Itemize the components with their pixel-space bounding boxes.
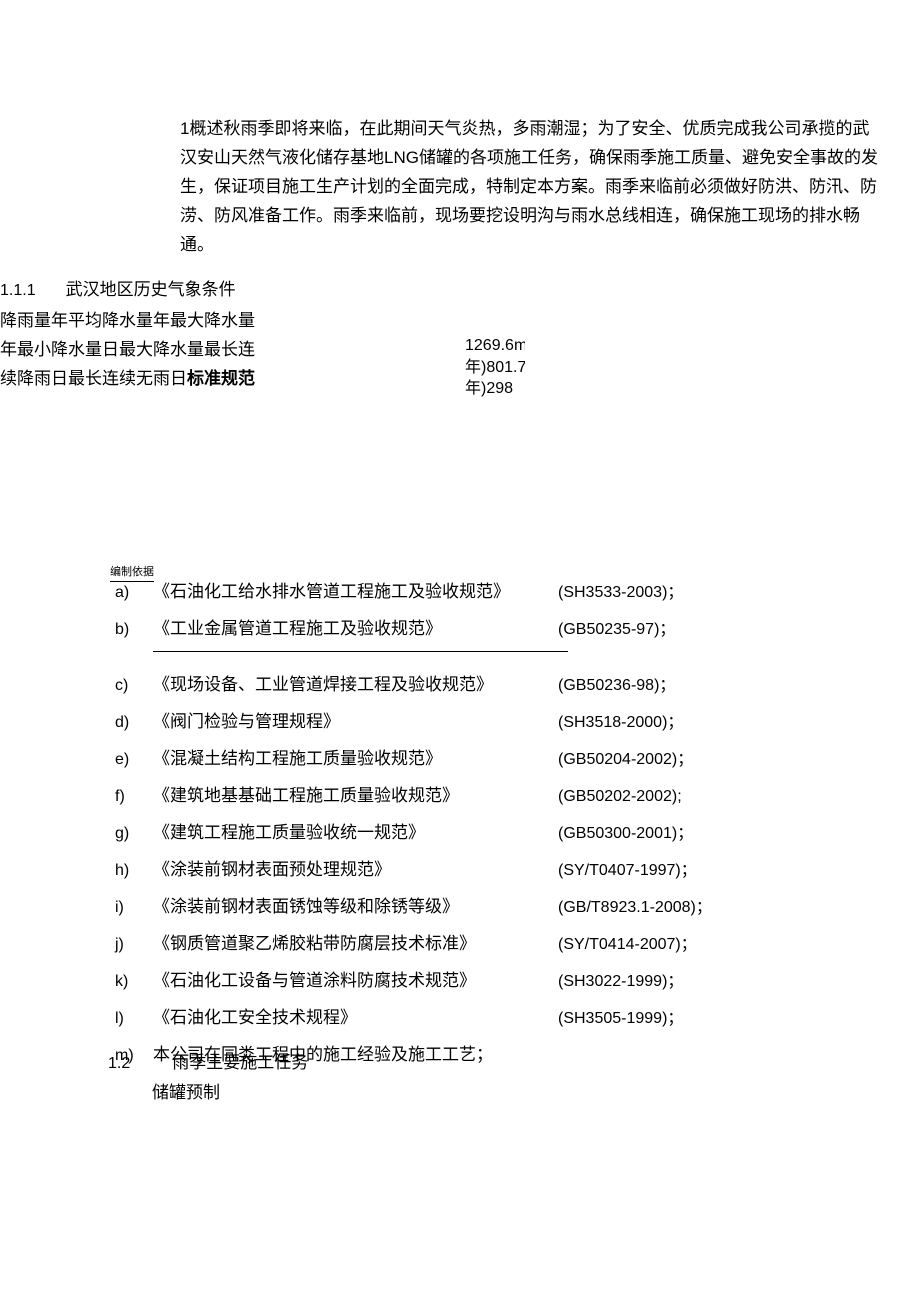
std-name: 《石油化工给水排水管道工程施工及验收规范》: [153, 577, 558, 602]
section-title: 雨季主要施工任务: [172, 1048, 308, 1073]
rainfall-text-block: 降雨量年平均降水量年最大降水量 年最小降水量日最大降水量最长连 续降雨日最长连续…: [0, 307, 300, 394]
std-code: (GB50202-2002);: [558, 788, 682, 806]
rainfall-line-3-prefix: 续降雨日最长连续无雨日: [0, 369, 187, 388]
standard-row: g) 《建筑工程施工质量验收统一规范》 (GB50300-2001)；: [115, 818, 815, 843]
std-name: 《阀门检验与管理规程》: [153, 707, 558, 732]
standard-row: c) 《现场设备、工业管道焊接工程及验收规范》 (GB50236-98)；: [115, 670, 815, 695]
section-number: 1.1.1: [0, 282, 36, 300]
std-label: c): [115, 677, 153, 695]
standard-row: k) 《石油化工设备与管道涂料防腐技术规范》 (SH3022-1999)；: [115, 966, 815, 991]
standards-list: a) 《石油化工给水排水管道工程施工及验收规范》 (SH3533-2003)； …: [115, 577, 815, 1077]
std-label: h): [115, 862, 153, 880]
std-code: (GB50236-98)；: [558, 671, 675, 695]
std-code: (GB50235-97)；: [558, 615, 675, 639]
std-name: 《涂装前钢材表面预处理规范》: [153, 855, 558, 880]
standard-row: h) 《涂装前钢材表面预处理规范》 (SY/T0407-1997)；: [115, 855, 815, 880]
std-label: k): [115, 973, 153, 991]
standard-row: e) 《混凝土结构工程施工质量验收规范》 (GB50204-2002)；: [115, 744, 815, 769]
std-code: (GB/T8923.1-2008)；: [558, 893, 712, 917]
std-code: (SY/T0414-2007)；: [558, 930, 697, 954]
std-code: (SH3022-1999)；: [558, 967, 683, 991]
divider-line: [153, 651, 568, 652]
section-1-2: 1.2 雨季主要施工任务: [108, 1048, 308, 1073]
std-label: e): [115, 751, 153, 769]
std-code: (SH3518-2000)；: [558, 708, 683, 732]
section-number: 1.2: [108, 1055, 130, 1073]
rainfall-line-3: 续降雨日最长连续无雨日标准规范: [0, 365, 300, 394]
standard-row: a) 《石油化工给水排水管道工程施工及验收规范》 (SH3533-2003)；: [115, 577, 815, 602]
std-label: a): [115, 584, 153, 602]
std-code: (GB50204-2002)；: [558, 745, 693, 769]
std-code: (GB50300-2001)；: [558, 819, 693, 843]
std-name: 《工业金属管道工程施工及验收规范》: [153, 614, 558, 639]
standard-row: b) 《工业金属管道工程施工及验收规范》 (GB50235-97)；: [115, 614, 815, 639]
std-name: 《石油化工安全技术规程》: [153, 1003, 558, 1028]
standard-row: d) 《阀门检验与管理规程》 (SH3518-2000)；: [115, 707, 815, 732]
standard-row: f) 《建筑地基基础工程施工质量验收规范》 (GB50202-2002);: [115, 781, 815, 806]
std-label: b): [115, 621, 153, 639]
standard-row: l) 《石油化工安全技术规程》 (SH3505-1999)；: [115, 1003, 815, 1028]
section-1-1-1: 1.1.1 武汉地区历史气象条件: [0, 275, 236, 300]
std-name: 《涂装前钢材表面锈蚀等级和除锈等级》: [153, 892, 558, 917]
std-name: 《钢质管道聚乙烯胶粘带防腐层技术标准》: [153, 929, 558, 954]
std-code: (SH3533-2003)；: [558, 578, 683, 602]
intro-paragraph: 1概述秋雨季即将来临，在此期间天气炎热，多雨潮湿；为了安全、优质完成我公司承揽的…: [180, 115, 880, 259]
section-title: 武汉地区历史气象条件: [66, 275, 236, 300]
rainfall-data-column: 1269.6mm1894.9mm(1983年)801.7mm(1971年)298: [465, 335, 525, 530]
std-code: (SH3505-1999)；: [558, 1004, 683, 1028]
sub-item: 储罐预制: [152, 1078, 220, 1103]
std-name: 《现场设备、工业管道焊接工程及验收规范》: [153, 670, 558, 695]
std-name: 《石油化工设备与管道涂料防腐技术规范》: [153, 966, 558, 991]
std-label: f): [115, 788, 153, 806]
std-name: 《建筑工程施工质量验收统一规范》: [153, 818, 558, 843]
std-label: g): [115, 825, 153, 843]
std-label: l): [115, 1010, 153, 1028]
std-label: j): [115, 936, 153, 954]
rainfall-line-2: 年最小降水量日最大降水量最长连: [0, 336, 300, 365]
std-label: d): [115, 714, 153, 732]
rainfall-line-3-bold: 标准规范: [187, 369, 255, 388]
std-name: 《混凝土结构工程施工质量验收规范》: [153, 744, 558, 769]
rainfall-line-1: 降雨量年平均降水量年最大降水量: [0, 307, 300, 336]
standard-row: j) 《钢质管道聚乙烯胶粘带防腐层技术标准》 (SY/T0414-2007)；: [115, 929, 815, 954]
std-code: (SY/T0407-1997)；: [558, 856, 697, 880]
std-name: 《建筑地基基础工程施工质量验收规范》: [153, 781, 558, 806]
std-label: i): [115, 899, 153, 917]
standard-row: i) 《涂装前钢材表面锈蚀等级和除锈等级》 (GB/T8923.1-2008)；: [115, 892, 815, 917]
